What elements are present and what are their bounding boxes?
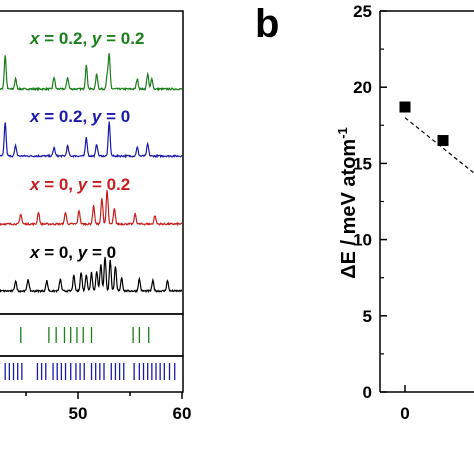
panel-a-x-axis: 50 60 [25, 392, 192, 423]
panel-b-x-ticks: 0 [400, 385, 410, 423]
panel-b-data-point [437, 135, 449, 147]
pattern-line-3 [0, 189, 183, 227]
pattern-line-4 [0, 256, 183, 294]
pattern-line-2 [0, 121, 183, 159]
panel-b-y-tick-label: 15 [353, 154, 372, 173]
panel-a-main-frame [0, 10, 184, 315]
panel-b-y-tick-label: 0 [363, 383, 372, 402]
panel-a-reference-frame-2 [0, 355, 184, 393]
pattern-lines [0, 53, 183, 294]
panel-b-data-points [399, 101, 449, 147]
panel-a-xrd-patterns: x = 0.2, y = 0.2 x = 0.2, y = 0 x = 0, y =… [0, 10, 192, 423]
panel-b-x-tick-label: 0 [400, 404, 409, 423]
pattern-label-1: x = 0.2, y = 0.2 [29, 29, 144, 48]
pattern-label-4: x = 0, y = 0 [29, 243, 116, 262]
panel-b-energy-plot: b ΔE / meV atom-1 0 5 10 15 20 25 0 [255, 2, 474, 423]
pattern-line-1 [0, 53, 183, 92]
panel-b-y-tick-label: 5 [363, 307, 372, 326]
panel-b-y-tick-label: 25 [353, 2, 372, 21]
panel-b-y-tick-label: 20 [353, 78, 372, 97]
pattern-label-2: x = 0.2, y = 0 [29, 107, 130, 126]
panel-b-y-axis-title: ΔE / meV atom-1 [335, 127, 360, 279]
panel-letter-b: b [255, 2, 279, 46]
pattern-label-3: x = 0, y = 0.2 [29, 175, 130, 194]
panel-b-y-tick-label: 10 [353, 231, 372, 250]
panel-a-x-tick-label: 50 [69, 404, 88, 423]
panel-b-data-point [399, 101, 411, 113]
reference-ticks [4, 327, 176, 380]
pattern-labels: x = 0.2, y = 0.2 x = 0.2, y = 0 x = 0, y =… [29, 29, 144, 262]
panel-b-y-ticks: 0 5 10 15 20 25 [353, 2, 387, 402]
panel-a-x-tick-label: 60 [173, 404, 192, 423]
